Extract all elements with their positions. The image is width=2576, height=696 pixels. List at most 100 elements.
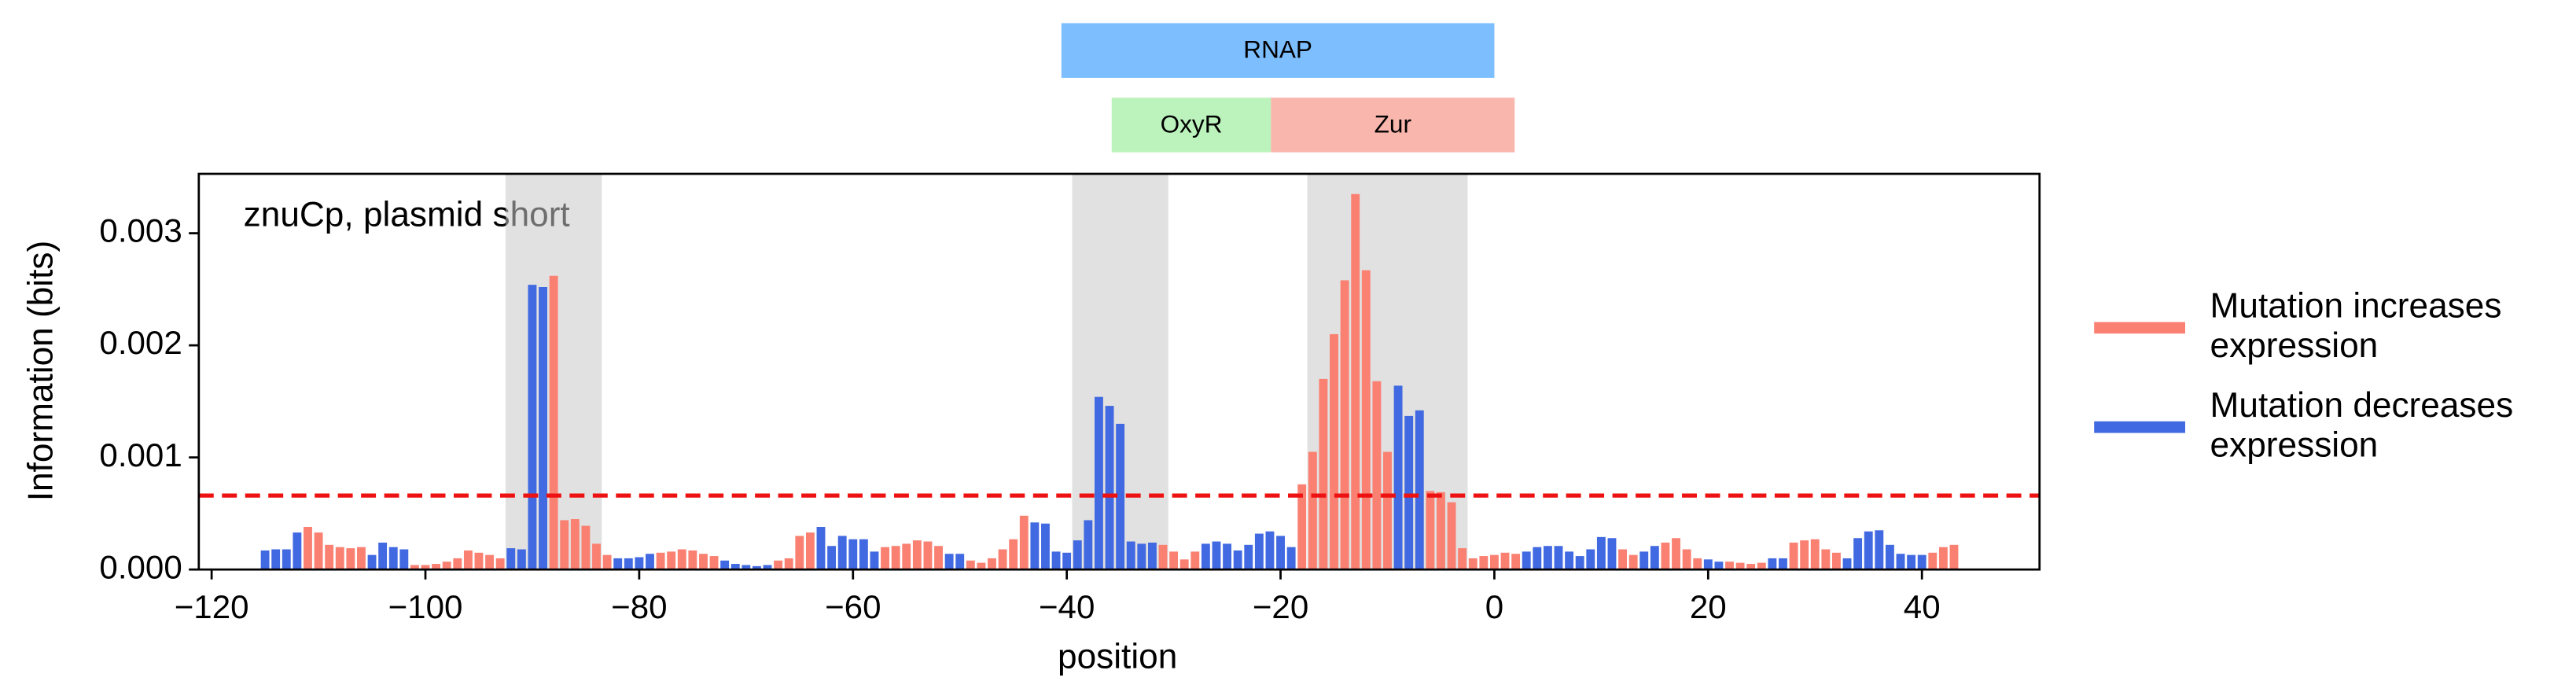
bar [581,525,591,570]
bar [410,565,419,570]
bar [998,549,1007,570]
bar [528,285,537,570]
bar [1853,538,1863,570]
bar [1746,564,1756,570]
bar [495,558,505,570]
bar [1703,559,1713,570]
bar [1137,543,1146,570]
bar [624,558,633,570]
bar [549,275,558,570]
legend-label: Mutation increases expression [2210,286,2502,365]
x-tick-label: −40 [1039,588,1095,625]
bar [1361,270,1371,570]
bar [1682,549,1691,570]
bar [1768,558,1777,570]
bar [1244,544,1253,570]
bar [816,527,826,570]
bar [1789,542,1798,570]
bar [1116,423,1125,570]
bar [1437,492,1445,570]
bar [1628,554,1638,570]
bar [1596,536,1606,570]
bar [688,550,697,570]
feature-box [1271,98,1515,153]
bar [1330,333,1338,570]
bar [1404,415,1414,570]
bar [325,544,334,570]
bar [560,520,569,570]
bar [667,551,676,570]
bar [304,527,312,570]
bar [1393,385,1403,570]
bar [1019,515,1029,570]
bar [1030,522,1040,570]
bar [1607,538,1617,570]
bar [1308,451,1317,570]
bar [1276,536,1285,570]
bar [1265,531,1275,570]
bar [260,550,270,570]
feature-label: RNAP [1243,35,1312,64]
bar [870,551,879,570]
bar [388,547,398,570]
bar [1126,541,1135,570]
bar [742,565,751,570]
bar [442,562,451,570]
bar [357,547,366,570]
bar [570,519,580,570]
bar [1073,540,1082,570]
bar [827,546,837,570]
bar [1543,546,1552,570]
bar [1800,540,1809,570]
bar [966,560,975,570]
bar [1650,546,1659,570]
bar [923,541,933,570]
bar [367,554,377,570]
bar [699,554,708,570]
bar [1105,406,1114,570]
bar [1468,558,1478,570]
plot-frame [197,172,2041,571]
bar [720,560,730,570]
bar [1928,552,1938,570]
y-tick-label: 0.002 [99,324,182,361]
x-tick-label: −120 [175,588,249,625]
bar [1821,549,1831,570]
bar [677,549,686,570]
bar [1511,554,1521,570]
bar [517,549,526,570]
bar [934,546,943,570]
bar [977,562,986,570]
x-tick-label: −60 [825,588,881,625]
bar [399,549,409,570]
bar [1842,558,1852,570]
bar [730,564,740,570]
x-tick-label: −20 [1253,588,1308,625]
bar [988,558,996,570]
bar [805,532,815,570]
bar [1757,562,1766,570]
bar [432,564,441,570]
bar [1618,549,1627,570]
bar [1147,542,1157,570]
bar [1041,523,1050,570]
bar [1447,502,1456,570]
bar [463,550,473,570]
x-tick-label: −80 [611,588,667,625]
bar [1938,547,1948,570]
bar [656,552,665,570]
bar [1084,520,1093,570]
bar [485,554,495,570]
bar [1500,552,1510,570]
y-axis-label: Information (bits) [22,241,61,502]
bar [1351,193,1360,570]
bar [1586,549,1595,570]
bar [1179,559,1189,570]
bar [378,542,388,570]
x-tick-label: 0 [1485,588,1503,625]
bar [1319,378,1328,570]
y-tick-label: 0.001 [99,436,182,473]
bar [1297,484,1307,570]
bar [1907,554,1916,570]
bar [1201,543,1210,570]
